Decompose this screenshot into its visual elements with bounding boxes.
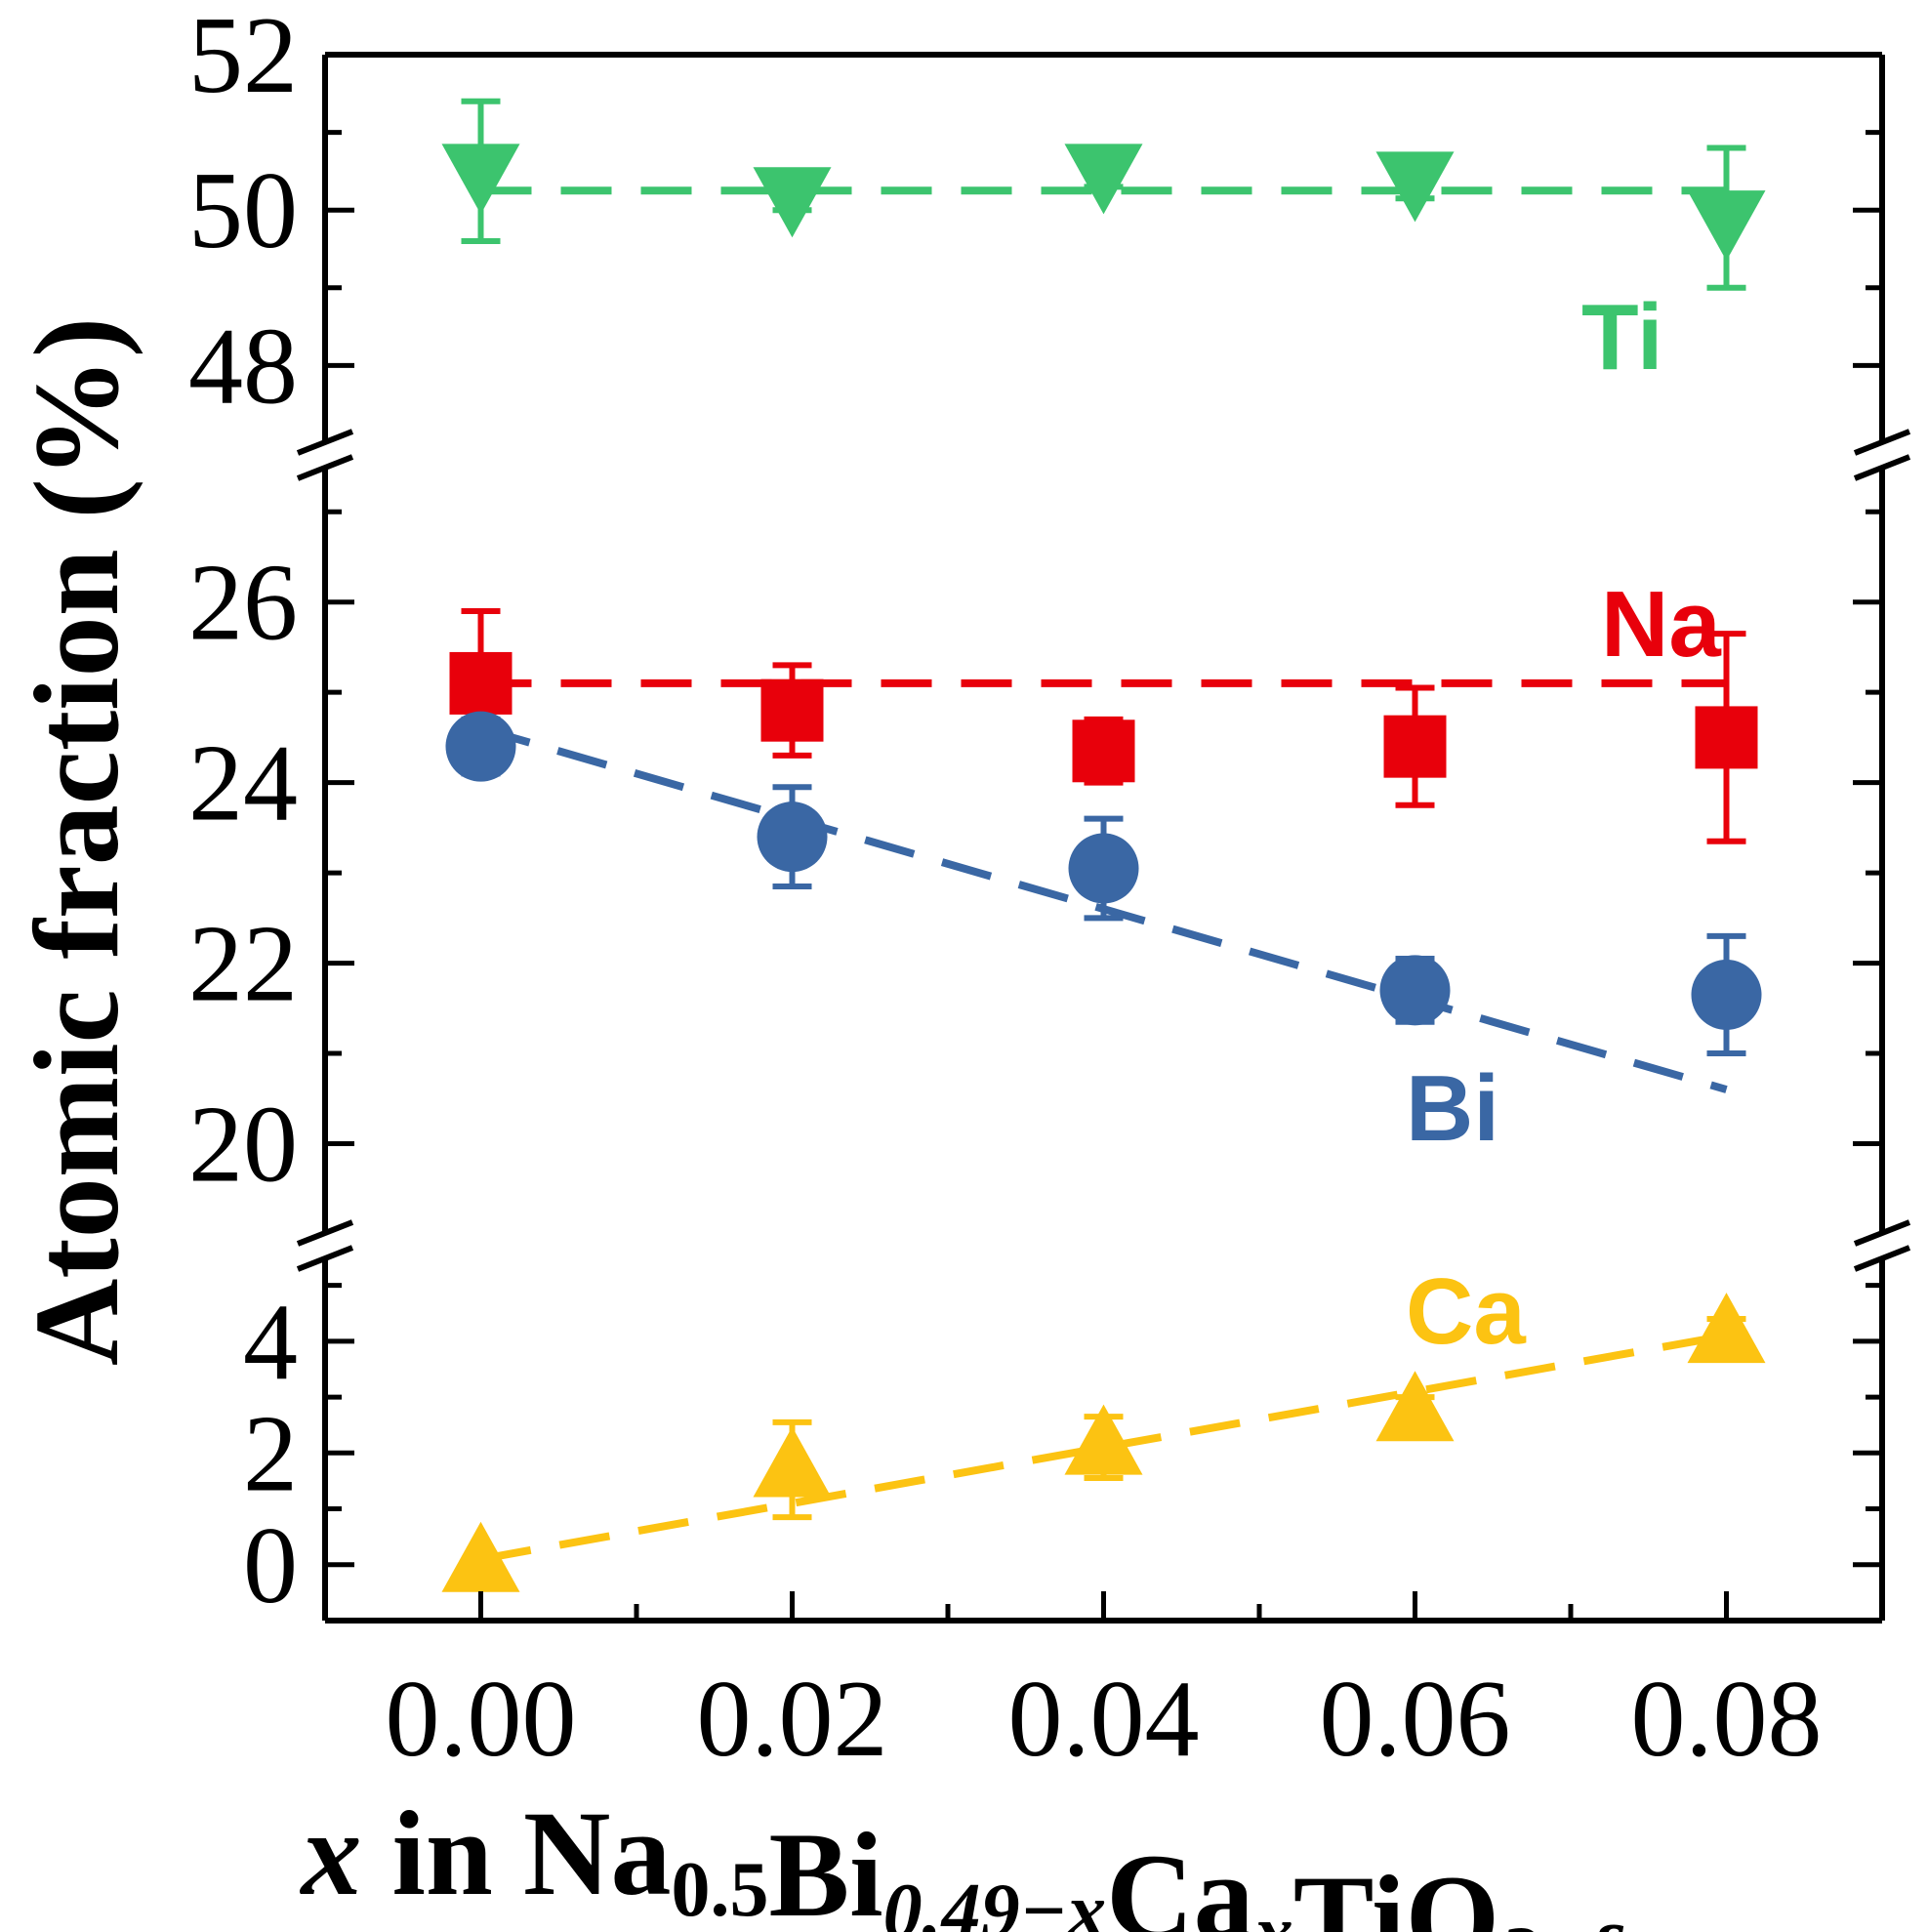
point-ti — [1064, 144, 1143, 215]
series-label-ca: Ca — [1406, 1259, 1526, 1364]
x-axis-title-variable: x — [299, 1787, 361, 1920]
point-ca — [1064, 1404, 1143, 1475]
point-ti — [1375, 151, 1455, 223]
point-na — [1695, 706, 1758, 769]
break-slash — [1853, 429, 1911, 456]
break-slash — [296, 1245, 354, 1272]
y-axis-title: Atomic fraction (%) — [10, 317, 144, 1366]
break-gap — [296, 1234, 354, 1257]
x-axis-title-element: Bi — [768, 1808, 882, 1932]
point-bi — [1068, 833, 1139, 904]
x-tick-label: 0.08 — [1631, 1659, 1823, 1780]
point-ti — [441, 144, 520, 215]
y-tick-label: 0 — [243, 1505, 298, 1626]
series-labels: Ti Na Bi Ca — [1406, 285, 1721, 1364]
fit-line-ca — [479, 1332, 1728, 1563]
point-na — [1383, 715, 1447, 778]
y-tick-label: 52 — [188, 0, 298, 116]
point-na — [449, 651, 513, 715]
x-axis-title-subscript: 0.49−x — [883, 1869, 1106, 1932]
markers — [441, 144, 1766, 1592]
y-tick-label: 48 — [188, 306, 298, 427]
break-gap — [296, 443, 354, 467]
axis-breaks — [296, 429, 1911, 1272]
point-bi — [445, 711, 516, 782]
break-gap — [1853, 443, 1911, 467]
y-tick-label: 2 — [243, 1393, 298, 1514]
point-bi — [757, 802, 828, 873]
x-axis-title-element: TiO — [1293, 1851, 1499, 1932]
point-ca — [441, 1521, 520, 1592]
point-bi — [1379, 955, 1451, 1026]
x-axis-title-text: x in Na0.5Bi0.49−xCaxTiO3−δ — [299, 1787, 1625, 1932]
break-slash — [1853, 1245, 1911, 1272]
point-na — [1072, 719, 1135, 783]
point-ca — [1687, 1293, 1766, 1364]
point-ca — [753, 1426, 832, 1498]
series-label-ti: Ti — [1581, 285, 1663, 390]
break-gap — [1853, 1234, 1911, 1257]
point-ca — [1375, 1371, 1455, 1442]
point-bi — [1691, 959, 1762, 1030]
plot-frame — [322, 52, 1885, 1624]
x-tick-label: 0.00 — [386, 1659, 577, 1780]
y-tick-label: 24 — [188, 723, 298, 844]
x-axis-title-in: in — [361, 1787, 522, 1920]
x-tick-label: 0.02 — [697, 1659, 888, 1780]
x-tick-label: 0.04 — [1008, 1659, 1200, 1780]
y-tick-label: 26 — [188, 543, 298, 664]
break-slash — [1853, 1219, 1911, 1247]
series-label-bi: Bi — [1406, 1056, 1499, 1161]
series-label-na: Na — [1601, 572, 1721, 677]
break-slash — [296, 429, 354, 456]
point-na — [760, 678, 824, 742]
x-axis-title-subscript: 3−δ — [1498, 1911, 1625, 1932]
x-axis-title-element: Na — [523, 1787, 672, 1920]
ticks — [325, 52, 1882, 1621]
break-slash — [296, 454, 354, 481]
x-axis-title-subscript: x — [1253, 1890, 1293, 1932]
y-tick-label: 50 — [188, 150, 298, 271]
y-tick-label: 20 — [188, 1085, 298, 1206]
point-ti — [1687, 190, 1766, 262]
break-slash — [1853, 454, 1911, 481]
error-bars — [461, 98, 1746, 1521]
x-axis-title: x in Na0.5Bi0.49−xCaxTiO3−δ — [299, 1787, 1625, 1932]
x-axis-title-element: Ca — [1106, 1829, 1254, 1932]
y-tick-label: 4 — [243, 1282, 298, 1403]
x-tick-label: 0.06 — [1320, 1659, 1511, 1780]
break-slash — [296, 1219, 354, 1247]
y-tick-label: 22 — [188, 904, 298, 1025]
point-ti — [753, 167, 832, 238]
x-axis-title-subscript: 0.5 — [671, 1847, 768, 1932]
